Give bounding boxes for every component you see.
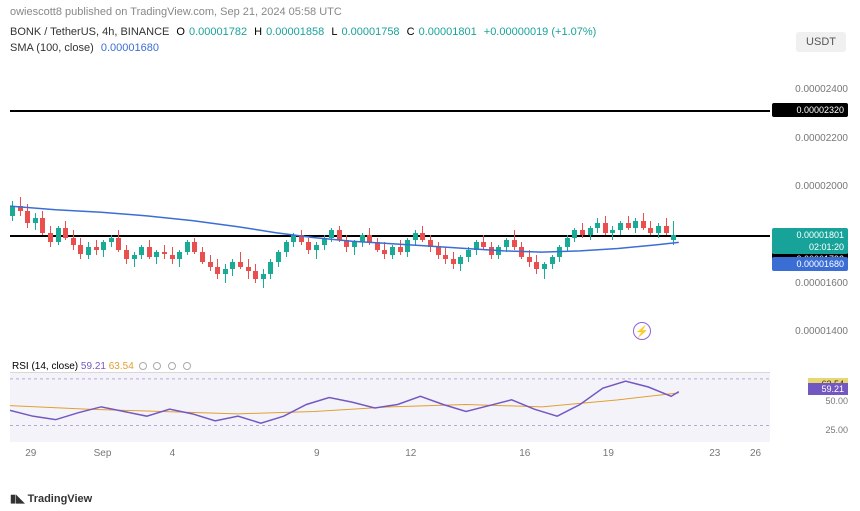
price-y-axis[interactable]: 0.000024000.000022000.000020000.00001600… — [770, 66, 850, 356]
c-val: 0.00001801 — [419, 26, 477, 38]
c-label: C — [407, 26, 415, 38]
x-tick-label: 23 — [709, 448, 720, 459]
rsi-settings-icon[interactable] — [153, 362, 161, 370]
countdown-tag: 02:01:20 — [772, 240, 848, 254]
l-label: L — [331, 26, 337, 38]
x-tick-label: 26 — [750, 448, 761, 459]
ticker-label: BONK / TetherUS, 4h, BINANCE — [10, 26, 169, 38]
main-price-chart[interactable]: ⚡ — [10, 66, 770, 356]
price-tag: 0.00001680 — [772, 257, 848, 271]
rsi-header: RSI (14, close) 59.21 63.54 — [10, 361, 195, 372]
lightning-icon[interactable]: ⚡ — [633, 322, 651, 340]
rsi-settings-icon[interactable] — [168, 362, 176, 370]
ticker-info: BONK / TetherUS, 4h, BINANCE O 0.00001782… — [0, 24, 860, 40]
rsi-y-axis[interactable]: 50.0025.0063.5459.21 — [770, 372, 850, 442]
x-tick-label: 4 — [170, 448, 176, 459]
rsi-value-tag: 59.21 — [808, 383, 848, 395]
x-tick-label: 12 — [405, 448, 416, 459]
logo-icon: ▮◣ — [10, 493, 28, 505]
rsi-val1: 59.21 — [81, 361, 106, 372]
x-tick-label: Sep — [94, 448, 112, 459]
x-tick-label: 29 — [25, 448, 36, 459]
o-label: O — [176, 26, 185, 38]
time-x-axis[interactable]: 29 Sep 4 9 12 16 19 23 26 — [10, 446, 770, 466]
rsi-panel[interactable]: RSI (14, close) 59.21 63.54 — [10, 372, 770, 442]
publish-header: owiescott8 published on TradingView.com,… — [0, 0, 860, 24]
sma-info: SMA (100, close) 0.00001680 — [0, 40, 860, 56]
sma-val: 0.00001680 — [101, 42, 159, 54]
o-val: 0.00001782 — [189, 26, 247, 38]
x-tick-label: 19 — [603, 448, 614, 459]
price-tag: 0.00002320 — [772, 103, 848, 117]
sma-label: SMA (100, close) — [10, 42, 94, 54]
rsi-label: RSI (14, close) — [12, 361, 78, 372]
h-label: H — [254, 26, 262, 38]
tradingview-logo: ▮◣ TradingView — [10, 492, 92, 505]
rsi-settings-icon[interactable] — [139, 362, 147, 370]
rsi-val2: 63.54 — [109, 361, 134, 372]
x-tick-label: 9 — [314, 448, 320, 459]
h-val: 0.00001858 — [266, 26, 324, 38]
quote-currency-badge[interactable]: USDT — [796, 32, 846, 52]
change-val: +0.00000019 (+1.07%) — [484, 26, 597, 38]
brand-text: TradingView — [28, 493, 93, 505]
l-val: 0.00001758 — [341, 26, 399, 38]
x-tick-label: 16 — [519, 448, 530, 459]
rsi-settings-icon[interactable] — [183, 362, 191, 370]
